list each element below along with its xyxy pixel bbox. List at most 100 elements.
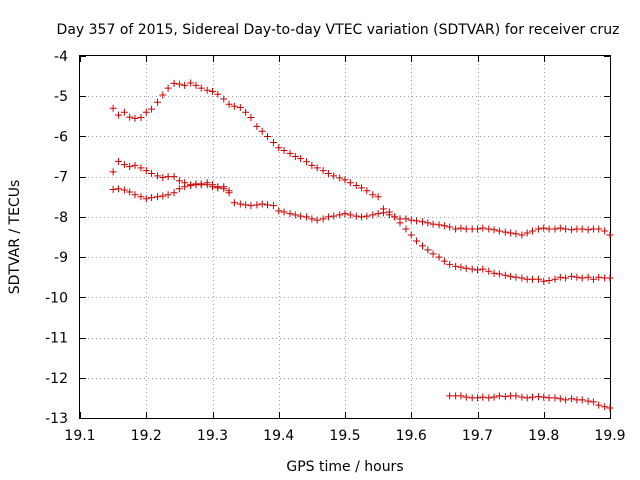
data-point: [214, 90, 222, 98]
data-point: [324, 213, 332, 221]
y-tick-label: -6: [54, 129, 68, 145]
data-point: [358, 213, 366, 221]
data-point: [297, 155, 305, 163]
data-point: [419, 218, 427, 226]
data-point: [181, 183, 189, 191]
data-point: [247, 202, 255, 210]
data-point: [485, 394, 493, 402]
data-point: [137, 193, 145, 201]
data-point: [495, 392, 503, 400]
data-point: [159, 173, 167, 181]
data-point: [170, 79, 178, 87]
data-point: [187, 79, 195, 87]
data-point: [159, 192, 167, 200]
data-point: [269, 202, 277, 210]
data-point: [589, 275, 597, 283]
data-point: [457, 224, 465, 232]
data-point: [286, 210, 294, 218]
data-point: [562, 396, 570, 404]
data-point: [336, 211, 344, 219]
data-point: [534, 275, 542, 283]
chart-title: Day 357 of 2015, Sidereal Day-to-day VTE…: [57, 22, 620, 38]
data-point: [164, 84, 172, 92]
data-point: [474, 266, 481, 274]
data-point: [556, 395, 564, 403]
data-point: [230, 199, 238, 207]
data-point: [303, 213, 311, 221]
data-point: [203, 86, 211, 94]
data-point: [154, 98, 162, 106]
data-point: [363, 212, 371, 220]
data-point: [507, 229, 515, 237]
x-tick-label: 19.3: [197, 428, 228, 444]
data-point: [551, 394, 559, 402]
data-point: [220, 185, 228, 193]
data-point: [148, 105, 156, 113]
data-point: [551, 225, 559, 233]
data-point: [589, 398, 597, 406]
data-point: [568, 272, 576, 280]
data-point: [419, 242, 427, 250]
data-point: [402, 225, 410, 233]
data-point: [562, 274, 570, 282]
data-point: [203, 179, 211, 187]
data-point: [369, 211, 377, 219]
data-point: [159, 91, 167, 99]
data-point: [545, 225, 553, 233]
data-point: [462, 264, 470, 272]
data-point: [291, 211, 299, 219]
data-point: [209, 181, 216, 189]
data-point: [109, 104, 117, 112]
data-point: [209, 87, 216, 95]
data-point: [253, 201, 261, 209]
data-point: [291, 153, 299, 161]
data-point: [429, 250, 437, 258]
data-point: [379, 209, 387, 217]
data-point: [131, 114, 139, 122]
data-point: [601, 403, 609, 411]
data-point: [457, 263, 465, 271]
data-point: [313, 164, 321, 172]
data-point: [490, 393, 498, 401]
x-tick-label: 19.8: [528, 428, 559, 444]
data-point: [545, 394, 553, 402]
data-point: [197, 181, 205, 189]
data-point: [606, 231, 614, 239]
y-tick-label: -7: [54, 170, 68, 186]
data-point: [137, 164, 145, 172]
data-point: [446, 223, 454, 231]
data-point: [523, 229, 531, 237]
data-point: [540, 224, 548, 232]
data-point: [275, 144, 283, 152]
data-point: [303, 158, 311, 166]
data-point: [114, 185, 122, 193]
data-point: [407, 231, 415, 239]
data-point: [148, 194, 156, 202]
x-tick-label: 19.9: [594, 428, 625, 444]
data-point: [142, 108, 150, 116]
data-point: [154, 172, 162, 180]
data-point: [435, 221, 443, 229]
data-point: [568, 395, 576, 403]
data-point: [584, 273, 592, 281]
data-point: [429, 220, 437, 228]
data-point: [528, 393, 536, 401]
data-point: [501, 393, 509, 401]
data-point: [120, 186, 128, 194]
data-point: [258, 127, 266, 135]
data-point: [352, 212, 360, 220]
data-point: [540, 277, 548, 285]
data-point: [280, 208, 288, 216]
data-point: [126, 113, 134, 121]
data-point: [391, 213, 399, 221]
data-point: [220, 95, 228, 103]
data-point: [407, 216, 415, 224]
data-point: [606, 404, 614, 412]
data-point: [275, 207, 283, 215]
data-point: [269, 138, 277, 146]
data-point: [308, 215, 316, 223]
data-point: [479, 265, 487, 273]
data-point: [131, 191, 139, 199]
data-point: [154, 193, 162, 201]
data-point: [120, 108, 128, 116]
